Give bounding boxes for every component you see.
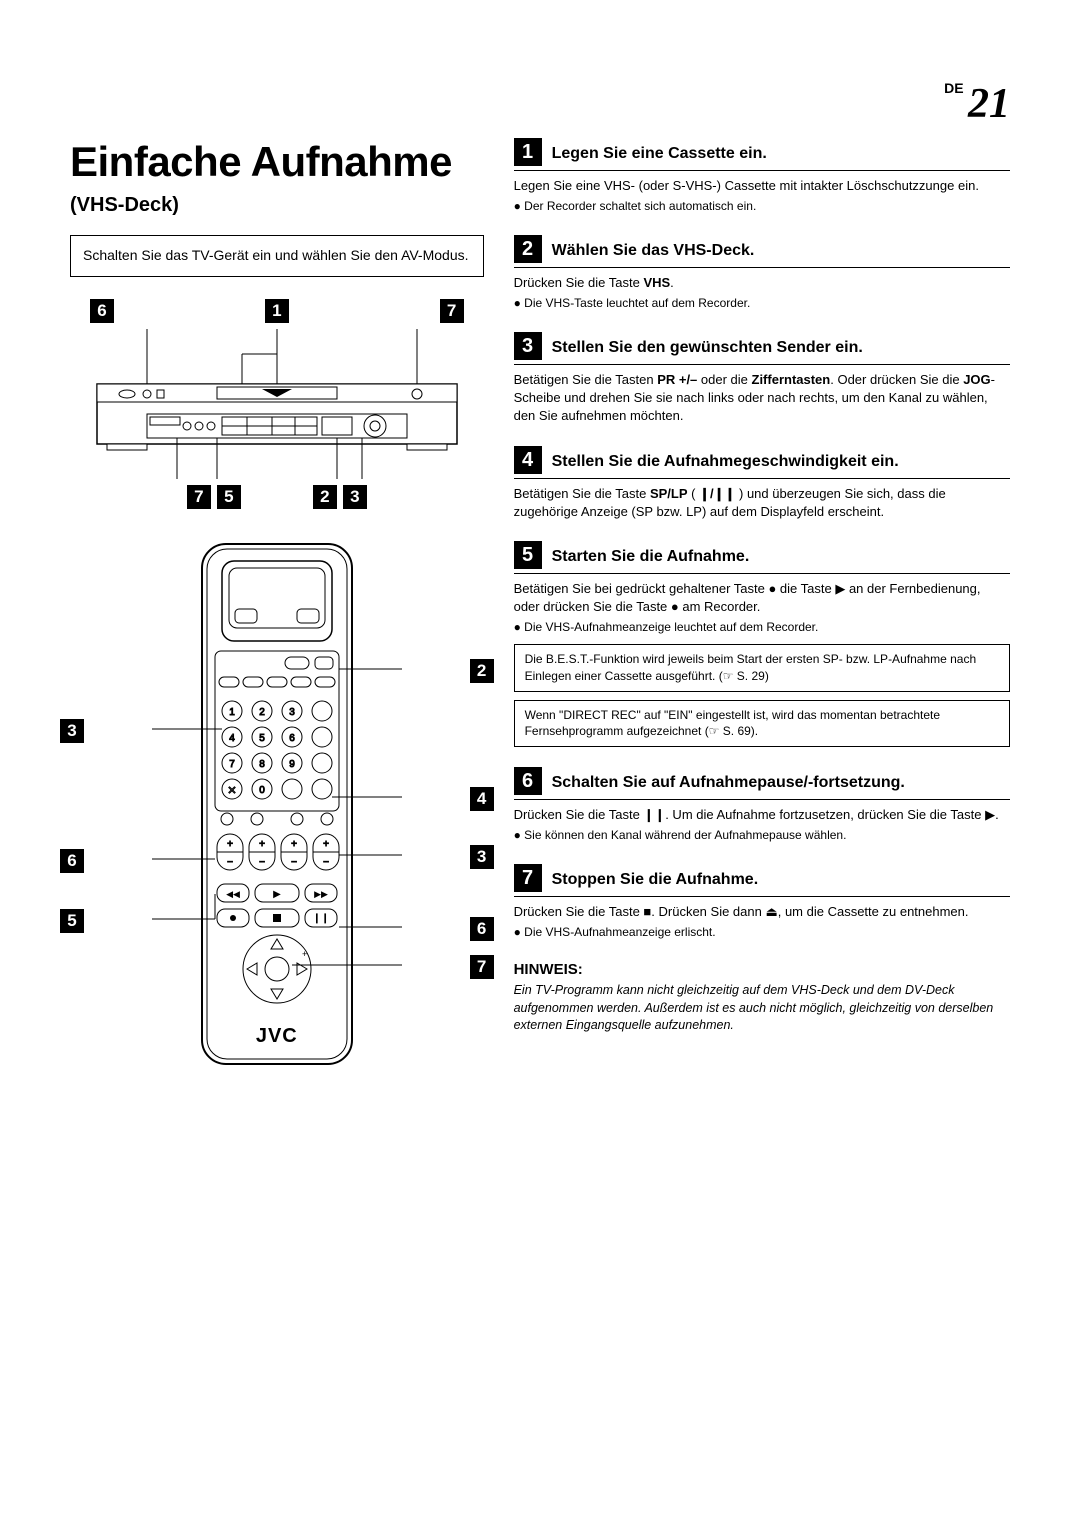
step-num: 1 [514,138,542,166]
svg-text:4: 4 [229,733,235,744]
note-box: Wenn "DIRECT REC" auf "EIN" eingestellt … [514,700,1010,748]
page-lang: DE [944,80,963,96]
step-num: 6 [514,767,542,795]
svg-text:0: 0 [259,785,265,796]
step: 4 Stellen Sie die Aufnahmegeschwindigkeit… [514,446,1010,521]
step-num: 5 [514,541,542,569]
step-title: Stellen Sie die Aufnahmegeschwindigkeit … [552,453,899,471]
svg-text:−: − [259,857,265,868]
step-title: Starten Sie die Aufnahme. [552,548,750,566]
step-title: Schalten Sie auf Aufnahmepause/-fortsetz… [552,774,905,792]
left-column: Einfache Aufnahme (VHS-Deck) Schalten Si… [70,138,484,1048]
step-num: 7 [514,864,542,892]
callout-num: 3 [470,845,494,869]
step: 6 Schalten Sie auf Aufnahmepause/-fortset… [514,767,1010,844]
remote-illustration: 1 2 3 4 5 6 7 8 9 ✕ 0 [147,539,407,1079]
svg-text:1: 1 [229,707,235,718]
step-title: Stellen Sie den gewünschten Sender ein. [552,339,863,357]
svg-text:+: + [323,839,329,850]
step: 5 Starten Sie die Aufnahme. Betätigen Sie … [514,541,1010,747]
callout-num: 7 [187,485,211,509]
step-title: Legen Sie eine Cassette ein. [552,145,767,163]
svg-text:◀◀: ◀◀ [226,889,240,899]
hinweis-heading: HINWEIS: [514,961,1010,978]
step-body: Drücken Sie die Taste ❙❙. Um die Aufnahm… [514,806,1010,844]
step-body: Drücken Sie die Taste VHS.● Die VHS-Tast… [514,274,1010,312]
svg-text:✕: ✕ [227,785,236,797]
step: 2 Wählen Sie das VHS-Deck. Drücken Sie die… [514,235,1010,312]
vcr-illustration [87,329,467,479]
svg-text:+: + [259,839,265,850]
callout-num: 7 [470,955,494,979]
brand-logo: JVC [70,1025,484,1048]
page-title: Einfache Aufnahme [70,138,484,186]
step-num: 3 [514,332,542,360]
step: 7 Stoppen Sie die Aufnahme. Drücken Sie di… [514,864,1010,941]
step-body: Drücken Sie die Taste ■. Drücken Sie dan… [514,903,1010,941]
svg-text:−: − [227,857,233,868]
svg-text:7: 7 [229,759,235,770]
callout-num: 3 [60,719,84,743]
remote-diagram: 2 4 3 6 7 3 6 5 [70,539,484,1048]
intro-box: Schalten Sie das TV-Gerät ein und wählen… [70,235,484,277]
svg-text:6: 6 [289,733,295,744]
step: 1 Legen Sie eine Cassette ein. Legen Sie e… [514,138,1010,215]
callout-num: 2 [313,485,337,509]
step-num: 4 [514,446,542,474]
svg-text:3: 3 [289,707,295,718]
step-body: Betätigen Sie die Tasten PR +/– oder die… [514,371,1010,426]
note-box: Die B.E.S.T.-Funktion wird jeweils beim … [514,644,1010,692]
page-number: DE 21 [70,80,1010,128]
step-title: Stoppen Sie die Aufnahme. [552,871,759,889]
callout-num: 6 [470,917,494,941]
step-body: Betätigen Sie bei gedrückt gehaltener Ta… [514,580,1010,747]
callout-num: 4 [470,787,494,811]
page-subtitle: (VHS-Deck) [70,194,484,217]
callout-num: 5 [217,485,241,509]
svg-text:−: − [323,857,329,868]
svg-text:9: 9 [289,759,295,770]
svg-text:8: 8 [259,759,265,770]
device-diagram: 6 1 7 [70,299,484,509]
right-column: 1 Legen Sie eine Cassette ein. Legen Sie e… [514,138,1010,1048]
callout-num: 1 [265,299,289,323]
step-title: Wählen Sie das VHS-Deck. [552,242,755,260]
step: 3 Stellen Sie den gewünschten Sender ein.… [514,332,1010,426]
svg-text:▶: ▶ [273,889,281,900]
callout-num: 7 [440,299,464,323]
svg-text:❙❙: ❙❙ [312,913,329,924]
svg-text:−: − [291,857,297,868]
svg-text:+: + [291,839,297,850]
callout-num: 3 [343,485,367,509]
svg-text:+: + [302,949,307,959]
callout-num: 2 [470,659,494,683]
svg-text:▶▶: ▶▶ [314,889,328,899]
page-num-value: 21 [968,81,1010,127]
step-num: 2 [514,235,542,263]
hinweis-body: Ein TV-Programm kann nicht gleichzeitig … [514,982,1010,1035]
svg-text:2: 2 [259,707,265,718]
step-body: Betätigen Sie die Taste SP/LP ( ❙/❙❙ ) u… [514,485,1010,521]
callout-num: 6 [60,849,84,873]
callout-num: 5 [60,909,84,933]
callout-num: 6 [90,299,114,323]
svg-text:5: 5 [259,733,265,744]
step-body: Legen Sie eine VHS- (oder S-VHS-) Casset… [514,177,1010,215]
svg-text:+: + [227,839,233,850]
